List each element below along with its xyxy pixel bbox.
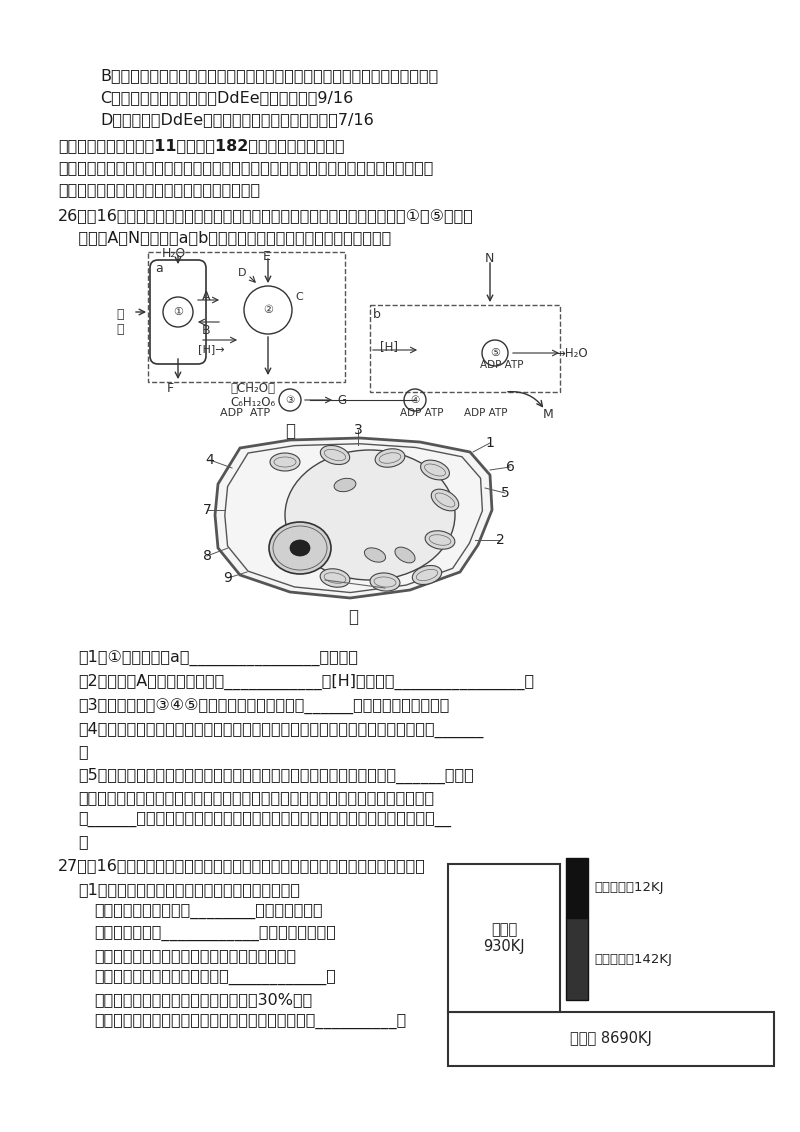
Text: ④: ④ (410, 395, 420, 405)
Ellipse shape (269, 522, 331, 574)
Bar (448, 864, 560, 1012)
Text: E: E (263, 250, 271, 263)
Text: M: M (543, 408, 554, 421)
Text: 次级消费者12KJ: 次级消费者12KJ (594, 882, 663, 894)
Text: 甲: 甲 (285, 422, 295, 440)
Text: 5: 5 (501, 486, 510, 500)
Text: b: b (373, 308, 381, 321)
Text: B: B (202, 324, 210, 337)
Text: →H₂O: →H₂O (555, 348, 588, 360)
Text: （2）甲图中A的结构简式可写成____________，[H]的作用是________________。: （2）甲图中A的结构简式可写成____________，[H]的作用是_____… (78, 674, 534, 691)
Polygon shape (215, 438, 492, 598)
Text: ADP  ATP: ADP ATP (220, 408, 270, 418)
Text: 三、非选择题：本题共11小题，共182分。按题目要求作答。: 三、非选择题：本题共11小题，共182分。按题目要求作答。 (58, 138, 345, 153)
Text: 1: 1 (486, 436, 494, 451)
Text: 解答题应写出必要的文字说明、方程式和重要演算步骤，只写最后答案的不能得分。有数: 解答题应写出必要的文字说明、方程式和重要演算步骤，只写最后答案的不能得分。有数 (58, 160, 434, 175)
Text: 及分解者以外，还有一部分能量____________，: 及分解者以外，还有一部分能量____________， (94, 970, 336, 985)
Text: 右图）。该调查共涉及________个营养级，碳在: 右图）。该调查共涉及________个营养级，碳在 (94, 904, 322, 919)
Text: A: A (202, 290, 210, 303)
Text: 如果这部分能量占生产者固定总能量的30%，依: 如果这部分能量占生产者固定总能量的30%，依 (94, 992, 312, 1007)
Text: 乙: 乙 (348, 608, 358, 626)
Text: 分解者
930KJ: 分解者 930KJ (483, 921, 525, 954)
Text: （1）通过调查，绘制出该生态系统能量金字塔（见: （1）通过调查，绘制出该生态系统能量金字塔（见 (78, 882, 300, 897)
Text: 4: 4 (206, 453, 214, 468)
Text: 者固定的能量有三个去向，除了流入下一营养级: 者固定的能量有三个去向，除了流入下一营养级 (94, 947, 296, 963)
Text: 3: 3 (354, 423, 362, 437)
Text: 9: 9 (223, 571, 233, 585)
Ellipse shape (421, 460, 450, 480)
Text: ②: ② (263, 305, 273, 315)
Text: 2: 2 (496, 533, 504, 547)
Ellipse shape (370, 573, 400, 591)
Ellipse shape (425, 531, 455, 549)
Text: H₂O: H₂O (162, 247, 186, 260)
Text: 8: 8 (202, 549, 211, 563)
Bar (566, 918, 588, 1000)
Ellipse shape (290, 540, 310, 556)
Text: D: D (238, 268, 246, 278)
Text: ③: ③ (286, 395, 294, 405)
Text: B．一方只有耳蜗管正常，另一方只有听神经正常的夫妇，只能生下耳聋的孩子: B．一方只有耳蜗管正常，另一方只有听神经正常的夫妇，只能生下耳聋的孩子 (100, 68, 438, 83)
Text: （CH₂O）: （CH₂O） (230, 381, 275, 395)
Text: G: G (337, 394, 346, 408)
Text: ADP ATP: ADP ATP (480, 360, 523, 370)
Text: 值计算的题，答案中必须明确写出数值和单位。: 值计算的题，答案中必须明确写出数值和单位。 (58, 182, 260, 197)
Text: 27．（16分）研究人员对某淡水湖泊生态系统进行了如下各项调查研究，请回答。: 27．（16分）研究人员对某淡水湖泊生态系统进行了如下各项调查研究，请回答。 (58, 858, 426, 873)
Text: 呈______形，表明细胞壁已经被水解，将杂种细胞培育成杂种植株的理论依据是__: 呈______形，表明细胞壁已经被水解，将杂种细胞培育成杂种植株的理论依据是__ (78, 812, 451, 827)
Ellipse shape (431, 489, 458, 511)
Ellipse shape (285, 451, 455, 580)
Text: 初级消费者142KJ: 初级消费者142KJ (594, 952, 672, 966)
Text: （5）利用图乙所示细胞做植物体细胞的杂交实验时，要先把细胞浸泡在含______酶的适: （5）利用图乙所示细胞做植物体细胞的杂交实验时，要先把细胞浸泡在含______酶… (78, 767, 474, 784)
Text: ①: ① (173, 307, 183, 317)
Text: C₆H₁₂O₆: C₆H₁₂O₆ (230, 396, 275, 409)
Text: （1）①过程在结构a的________________上进行。: （1）①过程在结构a的________________上进行。 (78, 650, 358, 667)
Bar (448, 1012, 774, 1066)
Text: 6: 6 (506, 460, 514, 474)
Text: 26．（16分）下图甲为绿色植物叶肉细胞内发生的光合作用和呼吸作用，图中①～⑤为反应: 26．（16分）下图甲为绿色植物叶肉细胞内发生的光合作用和呼吸作用，图中①～⑤为… (58, 208, 474, 223)
Ellipse shape (412, 566, 442, 584)
Text: （3）叶肉细胞在③④⑤过程中产生能量最多的是______（请填写相应数字）。: （3）叶肉细胞在③④⑤过程中产生能量最多的是______（请填写相应数字）。 (78, 698, 450, 714)
Text: F: F (167, 381, 174, 395)
Text: 光
能: 光 能 (116, 308, 124, 336)
Text: [H]→: [H]→ (198, 344, 225, 354)
Text: a: a (155, 261, 162, 275)
Text: 宜浓度蔗糖溶液中，去除细胞壁，然后用显微镜观察这种细胞的临时装片，如果细胞: 宜浓度蔗糖溶液中，去除细胞壁，然后用显微镜观察这种细胞的临时装片，如果细胞 (78, 790, 434, 805)
Text: C: C (295, 292, 302, 302)
Text: 。: 。 (78, 744, 88, 758)
Ellipse shape (375, 448, 405, 468)
Text: N: N (485, 252, 494, 265)
Text: ADP ATP: ADP ATP (464, 408, 507, 418)
Text: （4）如果乙图为某同学画的洋葱根尖分生区细胞的模式图，请指出两处明显的错误______: （4）如果乙图为某同学画的洋葱根尖分生区细胞的模式图，请指出两处明显的错误___… (78, 722, 483, 738)
Ellipse shape (395, 547, 415, 563)
Ellipse shape (334, 479, 356, 491)
Text: D．基因型为DdEe的双亲生下耳聋的孩子的几率为7/16: D．基因型为DdEe的双亲生下耳聋的孩子的几率为7/16 (100, 112, 374, 127)
Text: 生产者 8690KJ: 生产者 8690KJ (570, 1031, 652, 1046)
Ellipse shape (320, 446, 350, 464)
Text: C．耳聋夫妇生下基因型为DdEe孩子的几率为9/16: C．耳聋夫妇生下基因型为DdEe孩子的几率为9/16 (100, 91, 354, 105)
FancyBboxPatch shape (150, 260, 206, 365)
Text: ADP ATP: ADP ATP (400, 408, 443, 418)
Text: 图中数据可知，湖泊泥土中有机物的总量变化趋势是__________。: 图中数据可知，湖泊泥土中有机物的总量变化趋势是__________。 (94, 1014, 406, 1029)
Text: 各营养级之间以____________的形式流动。生产: 各营养级之间以____________的形式流动。生产 (94, 926, 336, 941)
Bar (566, 858, 588, 918)
Text: [H]: [H] (380, 340, 398, 353)
Text: ⑤: ⑤ (490, 348, 500, 358)
Ellipse shape (320, 568, 350, 588)
Text: 7: 7 (202, 503, 211, 517)
Text: 。: 。 (78, 834, 88, 849)
Text: 过程，A～N为物质，a与b为结构。图乙为细胞模式图。请据图作答。: 过程，A～N为物质，a与b为结构。图乙为细胞模式图。请据图作答。 (58, 230, 391, 245)
Ellipse shape (365, 548, 386, 563)
Ellipse shape (270, 453, 300, 471)
